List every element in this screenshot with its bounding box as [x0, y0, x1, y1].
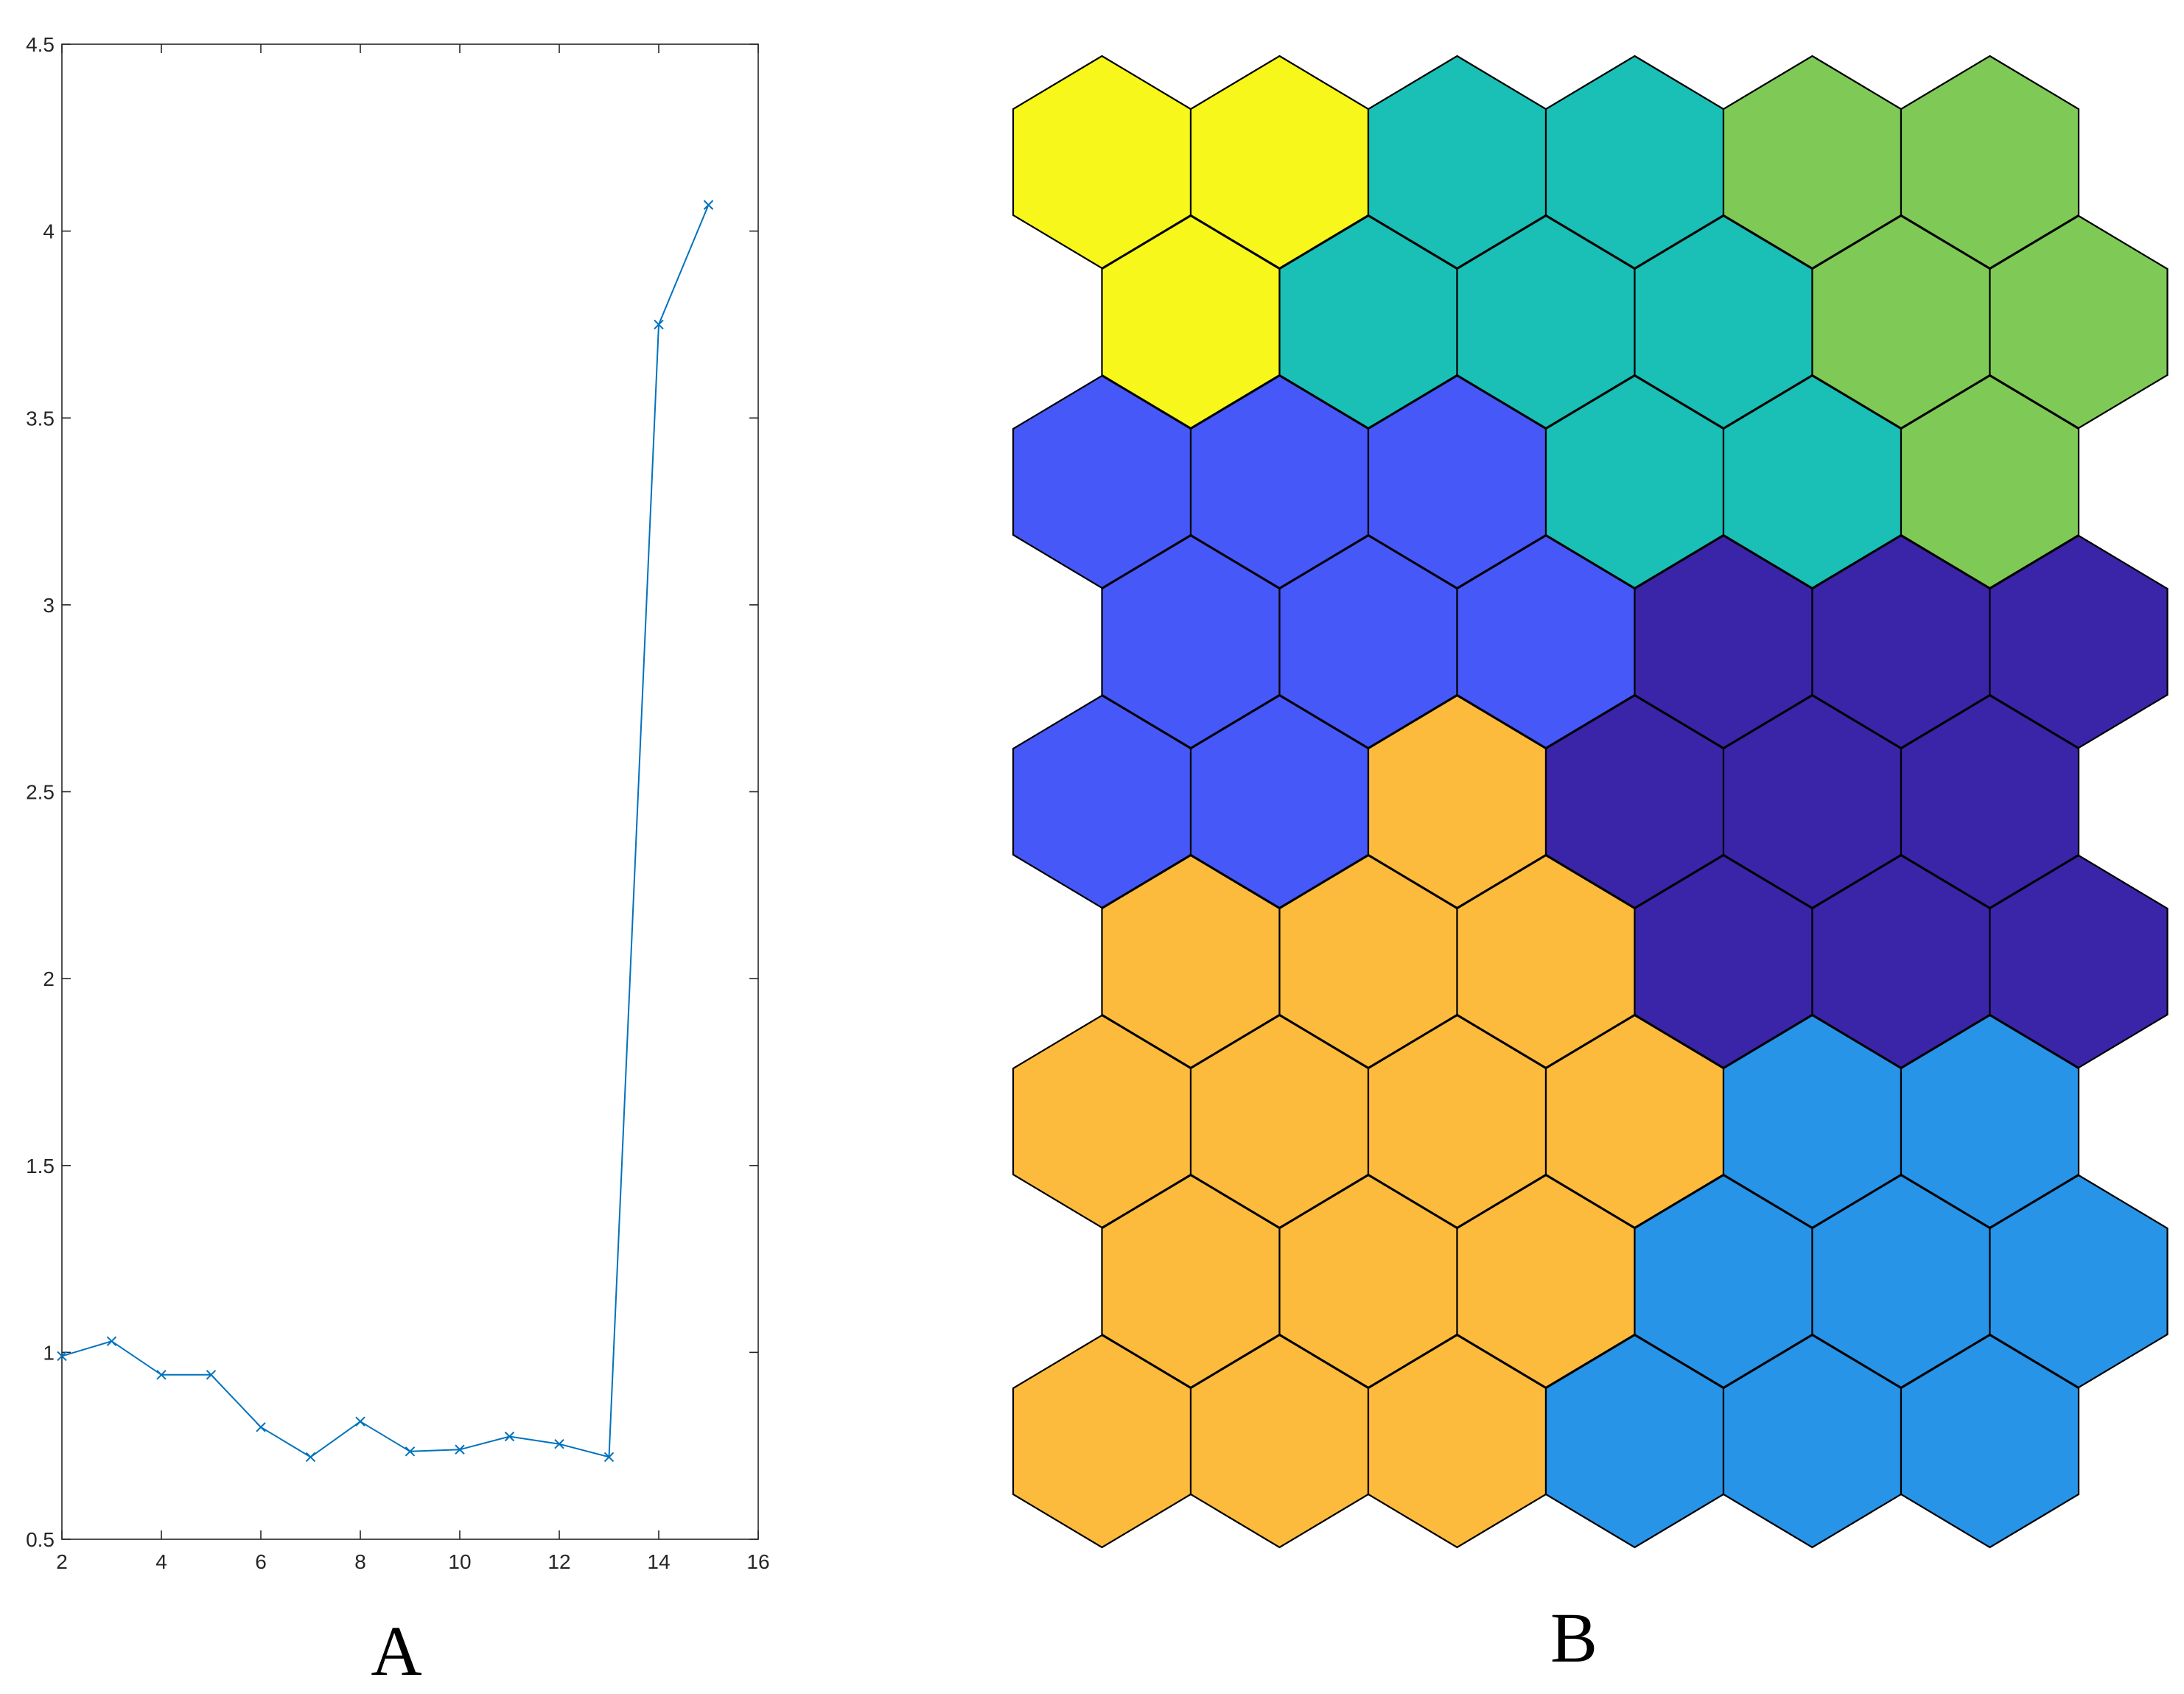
x-tick-label: 2: [56, 1550, 68, 1573]
series-line: [61, 204, 710, 1458]
data-point-marker: [603, 1452, 615, 1463]
data-point-marker: [405, 1446, 416, 1457]
y-tick-label: 4: [43, 220, 55, 243]
data-point-marker: [206, 1370, 217, 1380]
panel-a-line-chart: 2 4 6 8 10 12 14 16 0.5 1 1.5 2 2.5 3 3.5 4 4.5 A: [26, 33, 770, 1690]
x-tick-label: 12: [547, 1550, 570, 1573]
panel-label-b: B: [1550, 1598, 1597, 1677]
y-tick-label: 3.5: [26, 407, 55, 430]
data-point-marker: [256, 1422, 266, 1432]
y-tick-label: 2.5: [26, 781, 55, 804]
hex-cell: [1900, 1334, 2080, 1549]
hex-grid: [1012, 55, 2169, 1549]
x-tick-label: 14: [647, 1550, 670, 1573]
y-tick-label: 2: [43, 967, 55, 990]
plot-area-frame: [61, 43, 759, 1540]
data-point-marker: [305, 1452, 316, 1463]
x-tick-label: 8: [354, 1550, 366, 1573]
data-point-marker: [455, 1444, 465, 1455]
x-tick-label: 4: [155, 1550, 167, 1573]
data-point-marker: [355, 1416, 365, 1427]
y-tick-label: 3: [43, 594, 55, 617]
data-point-marker: [703, 200, 714, 210]
data-point-marker: [554, 1438, 564, 1449]
x-tick-label: 6: [255, 1550, 267, 1573]
x-tick-label: 16: [746, 1550, 769, 1573]
panel-b-hex-map: B: [1012, 55, 2169, 1677]
x-tick-label: 10: [448, 1550, 471, 1573]
data-point-marker: [156, 1370, 167, 1380]
y-tick-label: 1.5: [26, 1155, 55, 1177]
data-point-marker: [504, 1431, 515, 1442]
axis-ticks: 2 4 6 8 10 12 14 16 0.5 1 1.5 2 2.5 3 3.5 4 4.5: [26, 33, 770, 1573]
data-point-marker: [57, 1351, 67, 1362]
y-tick-label: 1: [43, 1341, 55, 1364]
series-group: [57, 200, 714, 1463]
panel-label-a: A: [371, 1611, 421, 1690]
data-point-marker: [106, 1336, 117, 1346]
y-tick-label: 4.5: [26, 33, 55, 56]
data-point-marker: [654, 319, 664, 330]
y-tick-label: 0.5: [26, 1528, 55, 1551]
